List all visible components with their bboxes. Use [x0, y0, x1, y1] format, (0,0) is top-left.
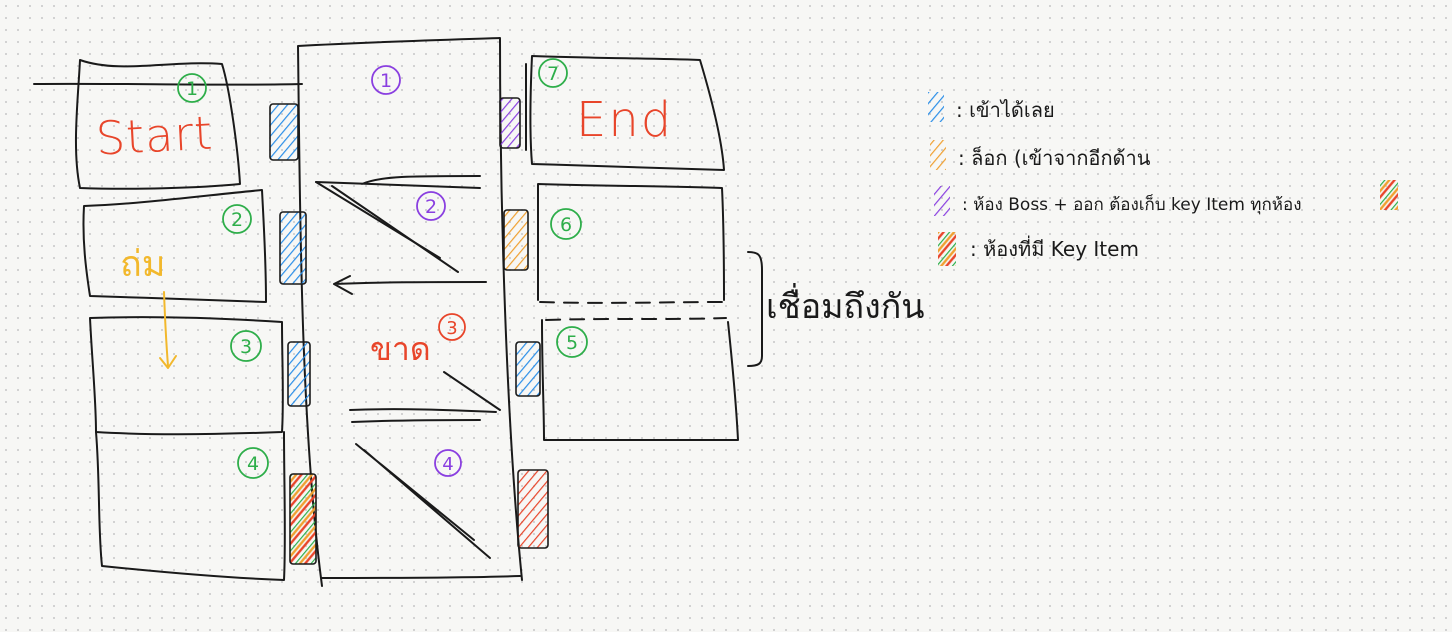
room-4-box	[95, 431, 286, 581]
legend-swatch-multi	[938, 232, 956, 266]
door-room5-blue	[515, 341, 541, 397]
num-mid2: 2	[425, 196, 437, 218]
right-rooms	[525, 55, 763, 442]
labels: Start End ถ่ม ขาด เชื่อมถึงกัน	[94, 92, 924, 368]
num-circle-mid3	[438, 313, 466, 341]
door-room4-red	[517, 469, 549, 549]
connect-bracket	[747, 251, 763, 367]
door-room4-multi	[289, 473, 317, 565]
legend-item-locked: : ล็อก (เข้าจากอีกด้าน	[930, 140, 1151, 170]
num-circle-start	[177, 73, 207, 103]
left-rooms	[33, 59, 303, 581]
legend-text-boss: : ห้อง Boss + ออก ต้องเก็บ key Item ทุกห…	[962, 193, 1302, 215]
legend-text-open: : เข้าได้เลย	[956, 98, 1055, 122]
door-room6-orange	[503, 209, 529, 271]
start-room-box	[74, 59, 241, 190]
room-numbers: 1 2 3 4 1 2 3 4 7 6 5	[177, 58, 588, 479]
num-circle-room6	[550, 208, 582, 240]
num-end: 7	[547, 63, 559, 85]
num-room5: 5	[566, 332, 578, 354]
legend: : เข้าได้เลย : ล็อก (เข้าจากอีกด้าน : ห้…	[928, 92, 1398, 266]
legend-swatch-purple	[934, 186, 950, 216]
door-end-purple	[499, 97, 521, 149]
doors	[269, 97, 549, 565]
num-circle-room2	[222, 204, 252, 234]
zigzag-2	[315, 181, 441, 259]
legend-item-open: : เข้าได้เลย	[928, 92, 1055, 122]
num-start: 1	[186, 78, 198, 100]
room2-label: ถ่ม	[120, 244, 166, 285]
door-room2-blue	[279, 211, 307, 285]
legend-swatch-keyitem-inline	[1380, 180, 1398, 210]
zigzag-5	[355, 443, 491, 559]
num-room2: 2	[231, 209, 243, 231]
connect-label: เชื่อมถึงกัน	[766, 283, 925, 327]
connect-dashed-line	[539, 301, 727, 321]
num-circle-mid2	[416, 191, 446, 221]
room-2-box	[82, 189, 267, 303]
legend-text-locked: : ล็อก (เข้าจากอีกด้าน	[958, 145, 1151, 170]
num-mid1: 1	[380, 70, 392, 92]
corridor-box	[297, 37, 523, 587]
broken-label: ขาด	[370, 330, 431, 368]
legend-swatch-blue	[928, 92, 944, 122]
legend-item-keyitem: : ห้องที่มี Key Item	[938, 232, 1139, 266]
num-room3: 3	[240, 336, 252, 358]
legend-swatch-orange	[930, 140, 946, 170]
room-3-box	[89, 316, 284, 436]
zigzag-3	[333, 275, 487, 295]
room-6-box	[537, 183, 725, 301]
zigzag-4	[349, 371, 501, 423]
end-room-box	[529, 55, 725, 171]
num-circle-end	[538, 58, 568, 88]
legend-item-boss: : ห้อง Boss + ออก ต้องเก็บ key Item ทุกห…	[934, 180, 1398, 216]
end-label: End	[576, 92, 673, 148]
top-stroke	[33, 82, 303, 86]
num-room6: 6	[560, 214, 572, 236]
room-2-down-arrow	[159, 291, 177, 369]
room-5-box	[541, 319, 739, 442]
zigzag-1	[315, 175, 481, 273]
num-circle-mid1	[371, 65, 401, 95]
num-circle-mid4	[434, 449, 462, 477]
num-room4: 4	[247, 453, 259, 475]
door-room3-blue	[287, 341, 311, 407]
num-mid3: 3	[446, 318, 457, 339]
num-mid4: 4	[442, 454, 453, 475]
legend-text-keyitem: : ห้องที่มี Key Item	[970, 235, 1139, 261]
middle-corridor	[297, 37, 523, 587]
num-circle-room4	[237, 447, 269, 479]
num-circle-room3	[230, 330, 262, 362]
num-circle-room5	[556, 326, 588, 358]
door-start-blue	[269, 103, 299, 161]
start-label: Start	[94, 106, 214, 166]
